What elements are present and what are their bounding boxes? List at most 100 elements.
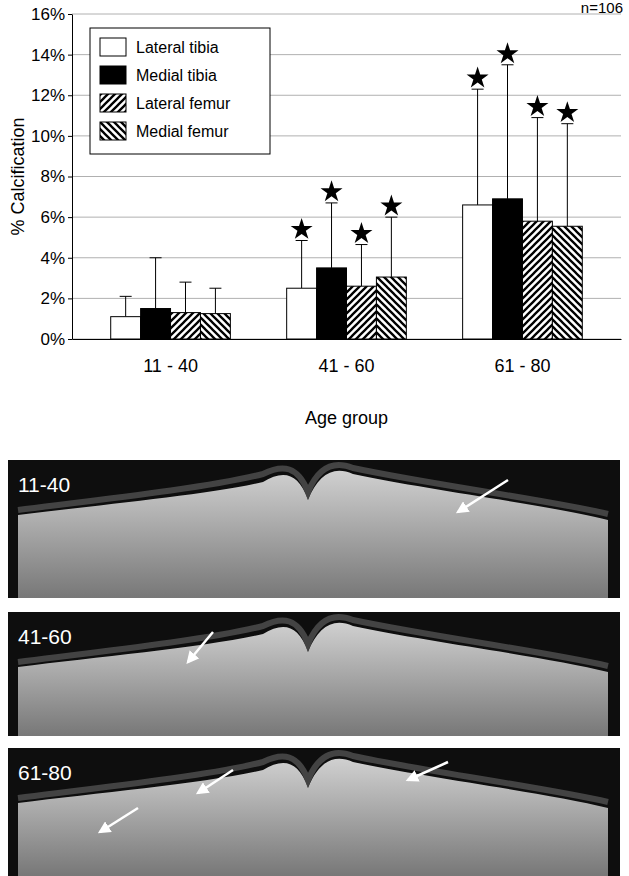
panel-label: 61-80 bbox=[18, 761, 72, 784]
significance-star bbox=[497, 42, 519, 63]
y-tick-label: 12% bbox=[31, 86, 65, 105]
panel-background bbox=[8, 460, 620, 598]
radiograph-panel: 11-40 bbox=[8, 460, 620, 598]
x-axis-title: Age group bbox=[305, 408, 388, 428]
bar bbox=[347, 286, 377, 339]
y-tick-mark bbox=[68, 136, 72, 137]
y-tick-mark bbox=[68, 55, 72, 56]
y-tick: 0% bbox=[40, 330, 72, 349]
error-bar bbox=[361, 245, 362, 287]
y-tick: 10% bbox=[31, 127, 72, 146]
legend-swatch bbox=[100, 38, 126, 56]
y-axis: 0% 2% 4% 6% 8% 10% 12% 14% 16% bbox=[31, 5, 73, 349]
y-tick-mark bbox=[68, 298, 72, 299]
error-cap bbox=[120, 296, 132, 297]
bar bbox=[552, 226, 582, 339]
annotation: n=106 bbox=[581, 0, 623, 16]
y-tick-label: 6% bbox=[40, 208, 65, 227]
legend-swatch bbox=[100, 94, 126, 112]
grid bbox=[72, 14, 621, 339]
x-tick-label: 41 - 60 bbox=[318, 356, 374, 376]
bar bbox=[376, 277, 406, 339]
y-tick-mark bbox=[68, 258, 72, 259]
bar bbox=[171, 313, 201, 339]
bar bbox=[111, 317, 141, 339]
cartilage-shape bbox=[18, 753, 608, 802]
x-axis-line bbox=[73, 339, 622, 340]
error-bar bbox=[567, 124, 568, 227]
bar bbox=[317, 268, 347, 339]
bar bbox=[493, 199, 523, 339]
legend-label: Medial tibia bbox=[136, 67, 217, 84]
y-axis-line bbox=[72, 15, 73, 340]
cartilage-shape bbox=[18, 617, 608, 666]
error-cap bbox=[296, 240, 308, 241]
y-tick-label: 2% bbox=[40, 289, 65, 308]
arrow bbox=[408, 762, 448, 780]
y-tick-mark bbox=[68, 339, 72, 340]
x-axis: 11 - 40 41 - 60 61 - 80 bbox=[73, 339, 622, 376]
legend-label: Lateral femur bbox=[136, 95, 231, 112]
y-tick-mark bbox=[68, 217, 72, 218]
error-cap bbox=[531, 117, 543, 118]
y-tick-label: 4% bbox=[40, 249, 65, 268]
grid-line bbox=[72, 14, 621, 15]
y-tick-label: 16% bbox=[31, 5, 65, 24]
y-tick: 8% bbox=[40, 167, 72, 186]
error-bar bbox=[331, 203, 332, 268]
legend: Lateral tibiaMedial tibiaLateral femurMe… bbox=[90, 28, 270, 154]
error-cap bbox=[209, 288, 221, 289]
error-bar bbox=[215, 288, 216, 313]
error-cap bbox=[385, 217, 397, 218]
legend-swatch bbox=[100, 122, 126, 140]
error-bar bbox=[477, 89, 478, 205]
y-tick-label: 0% bbox=[40, 330, 65, 349]
significance-star bbox=[380, 195, 402, 216]
significance-star bbox=[321, 180, 343, 201]
error-bar bbox=[301, 240, 302, 288]
arrow bbox=[100, 808, 138, 832]
y-tick: 6% bbox=[40, 208, 72, 227]
y-tick-mark bbox=[68, 95, 72, 96]
x-tick: 41 - 60 bbox=[318, 339, 374, 376]
y-tick: 16% bbox=[31, 5, 72, 24]
bar bbox=[287, 288, 317, 339]
legend-label: Medial femur bbox=[136, 123, 229, 140]
y-tick-label: 10% bbox=[31, 127, 65, 146]
error-bar bbox=[125, 296, 126, 316]
grid-line bbox=[72, 217, 621, 218]
y-tick: 12% bbox=[31, 86, 72, 105]
x-tick-label: 11 - 40 bbox=[143, 356, 198, 376]
error-cap bbox=[355, 244, 367, 245]
y-tick-mark bbox=[68, 177, 72, 178]
arrow bbox=[198, 770, 233, 793]
significance-star bbox=[526, 95, 548, 116]
error-cap bbox=[150, 257, 162, 258]
error-cap bbox=[502, 64, 514, 65]
significance-star bbox=[350, 222, 372, 243]
error-cap bbox=[179, 282, 191, 283]
error-bar bbox=[507, 65, 508, 199]
y-tick: 4% bbox=[40, 249, 72, 268]
error-cap bbox=[472, 89, 484, 90]
y-tick: 2% bbox=[40, 289, 72, 308]
arrow bbox=[188, 632, 213, 662]
y-tick-label: 8% bbox=[40, 167, 65, 186]
error-bar bbox=[537, 118, 538, 222]
panel-background bbox=[8, 612, 620, 736]
x-tick: 61 - 80 bbox=[494, 339, 550, 376]
bar bbox=[522, 221, 552, 339]
error-bar bbox=[185, 282, 186, 312]
bone-shape bbox=[18, 759, 608, 876]
bar bbox=[463, 205, 493, 339]
plot: 0% 2% 4% 6% 8% 10% 12% 14% 16% 11 - 40 41 - 60 61 -… bbox=[31, 5, 622, 376]
y-tick-label: 14% bbox=[31, 46, 65, 65]
panel-background bbox=[8, 748, 620, 876]
arrow bbox=[458, 480, 508, 512]
error-bar bbox=[155, 258, 156, 309]
error-cap bbox=[561, 123, 573, 124]
bar bbox=[141, 309, 171, 339]
x-tick-label: 61 - 80 bbox=[494, 356, 550, 376]
cartilage-shape bbox=[18, 465, 608, 514]
error-cap bbox=[326, 202, 338, 203]
